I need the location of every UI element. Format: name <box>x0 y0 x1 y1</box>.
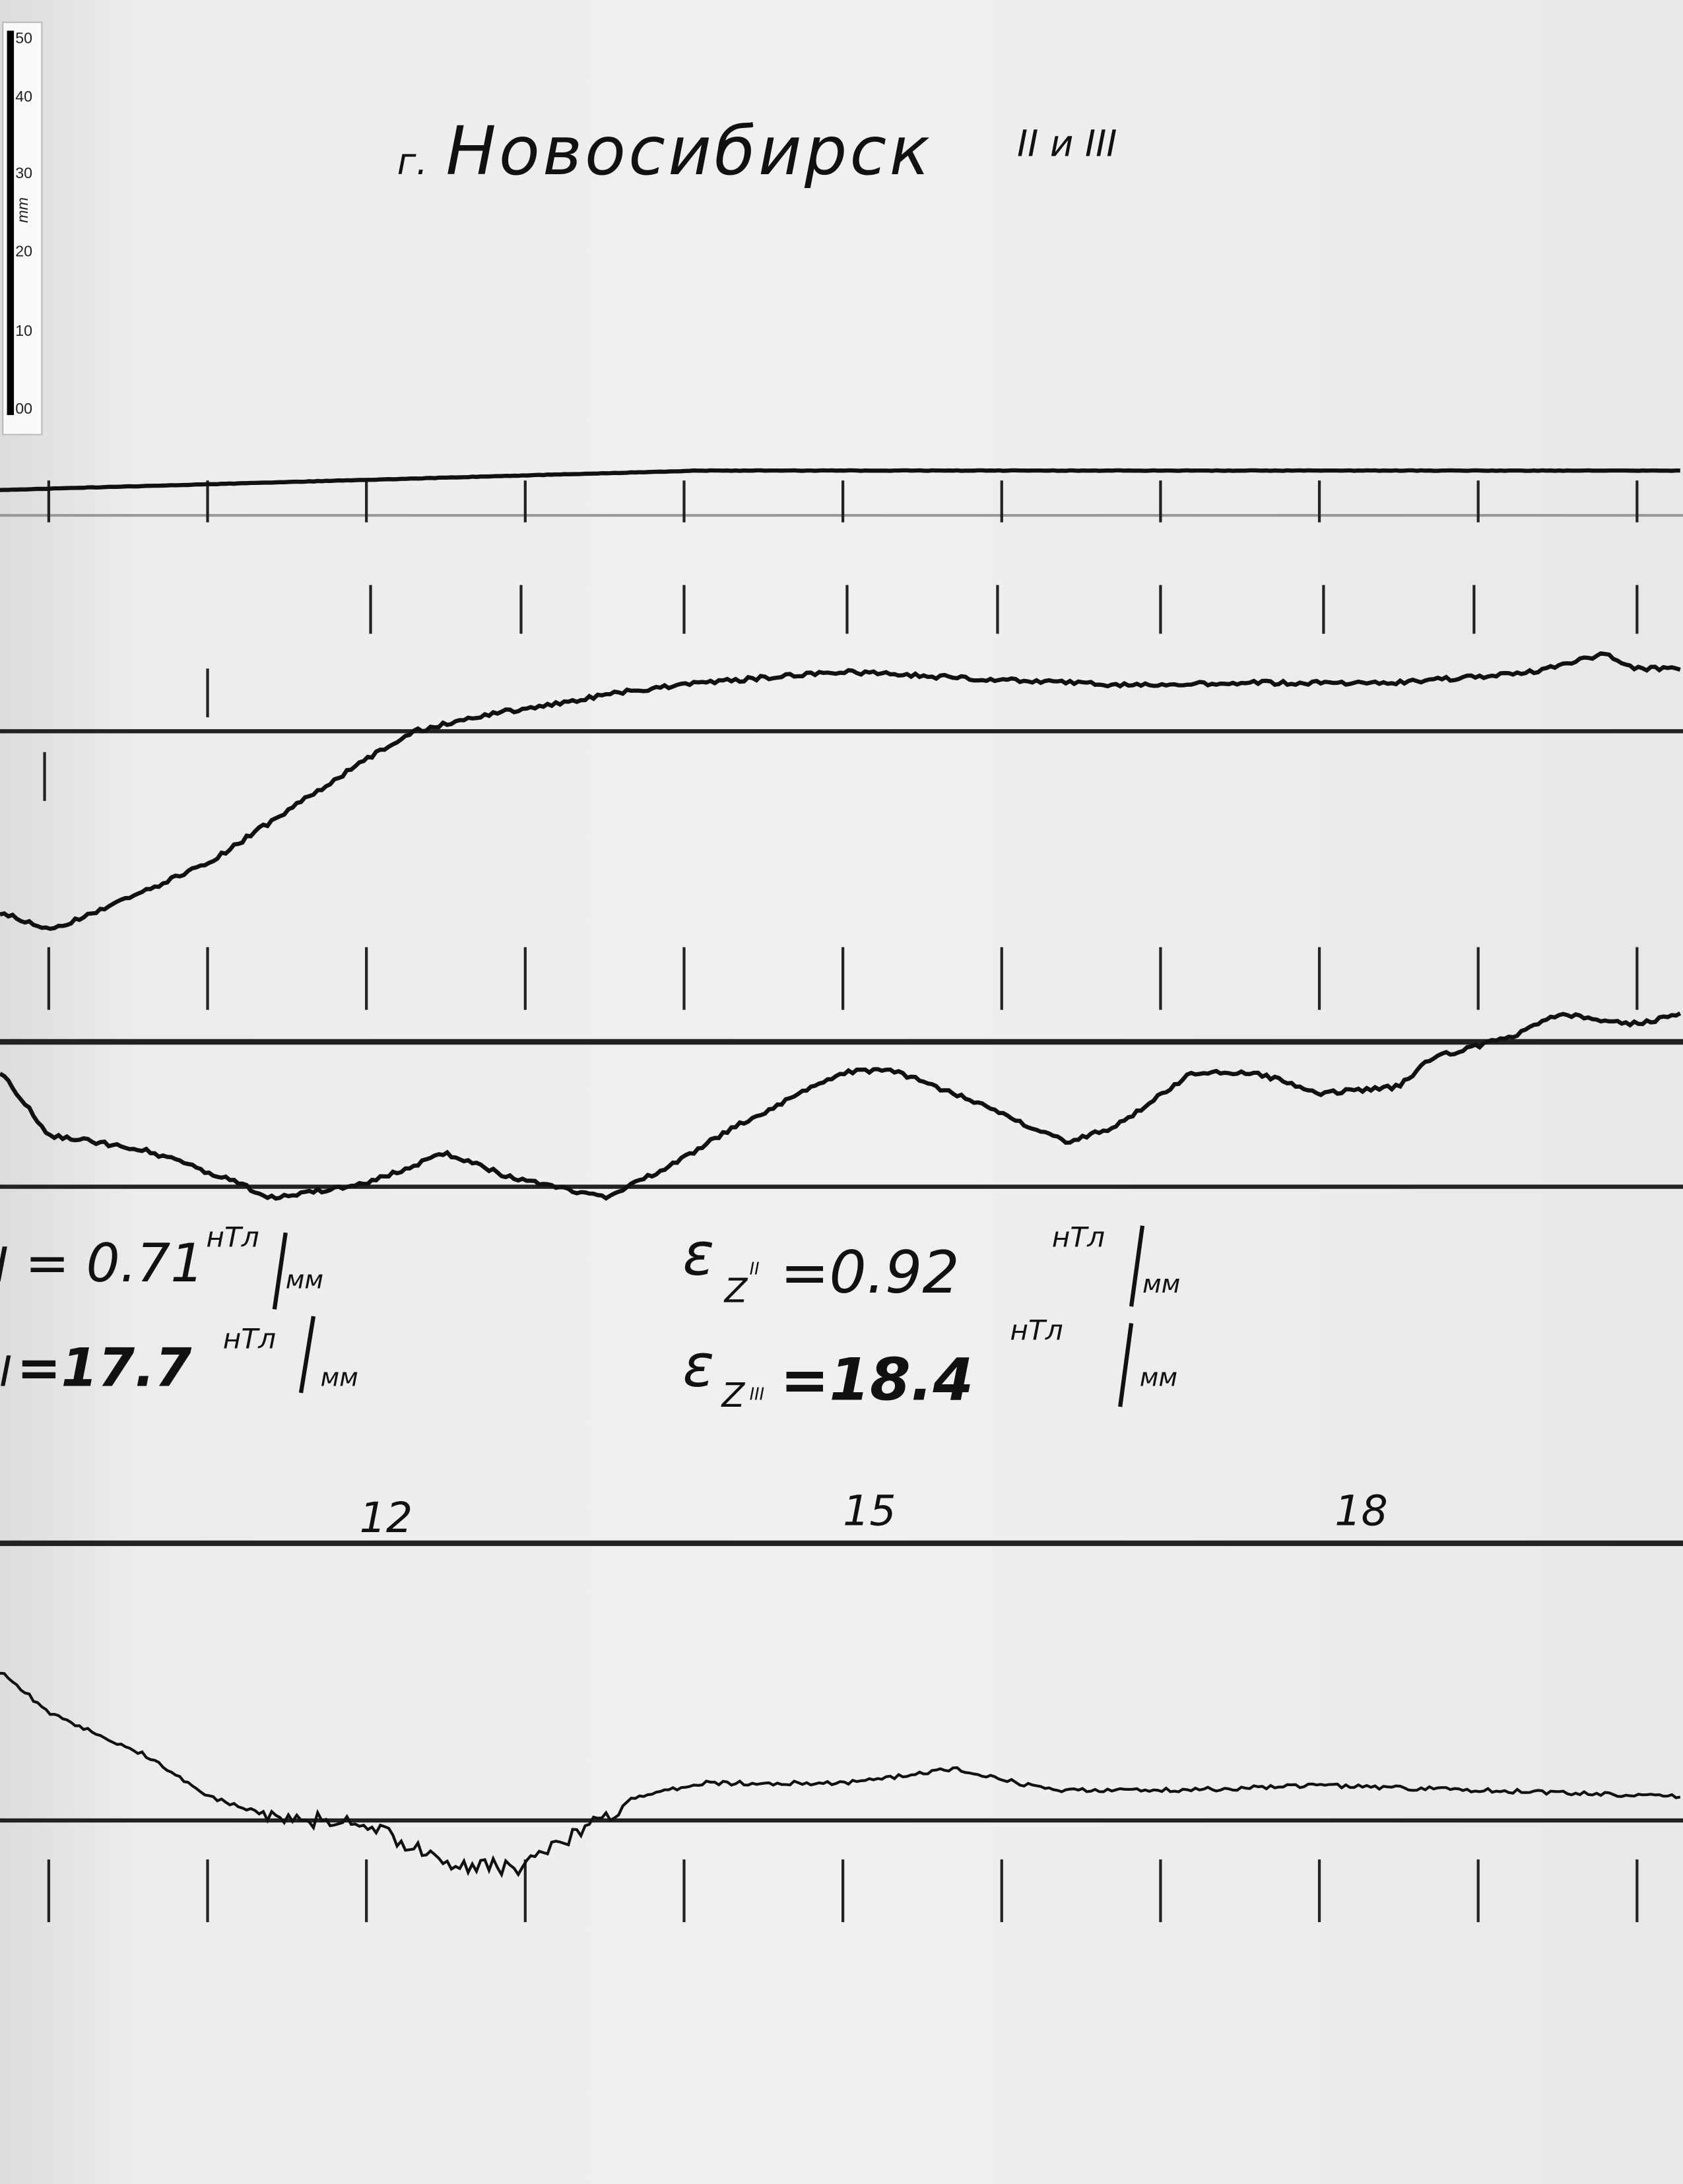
hour-label-12: 12 <box>360 1493 413 1542</box>
ruler-tick-00: 00 <box>15 400 32 417</box>
scale-note-left-2: III =17.7 нТл мм <box>0 1316 358 1398</box>
epsilon-symbol: ε <box>682 1332 714 1399</box>
trace-3 <box>0 1011 1682 1201</box>
traces-group <box>0 468 1683 1923</box>
station-label: III <box>0 1347 12 1396</box>
scale-value: =18.4 <box>780 1346 974 1414</box>
title-prefix: г. <box>397 141 428 183</box>
hour-label-18: 18 <box>1335 1486 1388 1535</box>
ruler-tick-10: 10 <box>15 322 32 339</box>
ruler-tick-20: 20 <box>15 242 32 259</box>
scale-value: = 0.71 <box>25 1233 204 1294</box>
station-label: III <box>750 1384 764 1404</box>
title-stations: II и III <box>1017 122 1117 164</box>
epsilon-symbol: ε <box>682 1221 714 1289</box>
scale-value: =17.7 <box>16 1337 191 1398</box>
ruler-tick-40: 40 <box>15 88 32 105</box>
ruler-tick-50: 50 <box>15 29 32 46</box>
scale-note-left-1: II = 0.71 нТл мм <box>0 1221 323 1310</box>
unit-top: нТл <box>1052 1221 1105 1253</box>
unit-bottom: мм <box>1142 1269 1180 1299</box>
station-label: II <box>750 1259 760 1279</box>
mm-ruler: 50 40 30 20 10 00 mm <box>2 21 43 435</box>
trace-4 <box>0 1671 1681 1879</box>
scale-note-right-2: ε Z III =18.4 нТл мм <box>682 1314 1177 1415</box>
unit-top: нТл <box>1010 1314 1063 1347</box>
station-label: II <box>0 1237 9 1293</box>
page-title: г. Новосибирск II и III <box>397 112 1117 190</box>
scale-value: =0.92 <box>780 1238 960 1306</box>
unit-bottom: мм <box>321 1363 358 1392</box>
unit-top: нТл <box>206 1221 259 1253</box>
scale-note-right-1: ε Z II =0.92 нТл мм <box>682 1221 1180 1310</box>
unit-bottom: мм <box>286 1266 323 1295</box>
ruler-unit: mm <box>14 197 31 223</box>
component-z: Z <box>720 1376 745 1415</box>
hour-label-15: 15 <box>843 1486 896 1535</box>
ruler-bar <box>7 30 15 416</box>
trace-1 <box>0 468 1680 492</box>
unit-bottom: мм <box>1140 1363 1177 1392</box>
component-z: Z <box>723 1271 748 1310</box>
trace-2 <box>0 651 1681 931</box>
title-city: Новосибирск <box>446 112 932 190</box>
ruler-tick-30: 30 <box>15 164 32 181</box>
unit-top: нТл <box>223 1322 276 1355</box>
